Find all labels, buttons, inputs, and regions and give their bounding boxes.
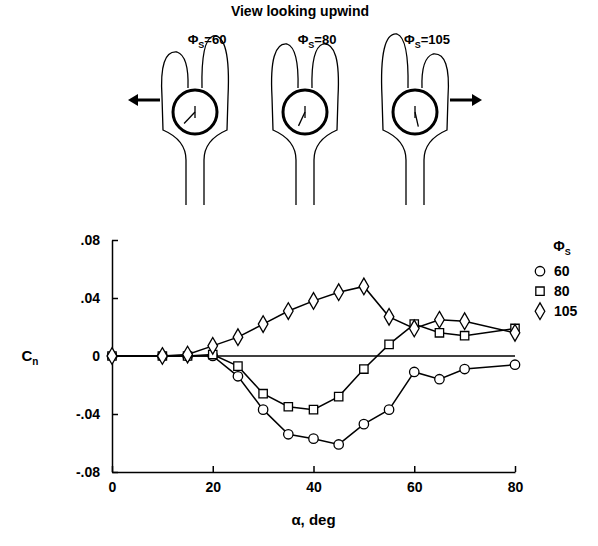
tick-label: 80	[508, 479, 524, 495]
data-point	[183, 346, 193, 363]
data-point	[309, 293, 319, 310]
legend-marker	[535, 303, 545, 320]
legend-label: 60	[554, 263, 570, 279]
cylinder	[173, 90, 217, 134]
tick-mark	[112, 298, 118, 300]
data-point	[460, 313, 470, 330]
vortex-sheet	[312, 44, 339, 205]
cylinder	[283, 90, 327, 134]
tick-mark	[112, 472, 118, 474]
data-point	[435, 374, 444, 383]
reference-ray	[414, 106, 415, 118]
data-point	[384, 309, 394, 326]
tick-label: 60	[407, 479, 423, 495]
vortex-sheet	[382, 34, 409, 205]
tick-mark	[414, 466, 416, 472]
tick: 0	[92, 348, 118, 364]
data-point	[284, 430, 293, 439]
tick: 60	[407, 466, 423, 495]
data-point	[385, 340, 393, 348]
vortex-sheet	[162, 52, 189, 205]
data-point	[359, 419, 368, 428]
data-point	[233, 372, 242, 381]
data-point	[435, 311, 445, 328]
separation-ray	[299, 112, 305, 126]
legend-label: 80	[554, 283, 570, 299]
data-point	[309, 434, 318, 443]
data-point	[309, 405, 317, 413]
data-point	[384, 405, 393, 414]
data-point	[233, 329, 243, 346]
data-point	[359, 278, 369, 295]
vortex-sheet	[272, 44, 299, 205]
tick: .04	[81, 290, 118, 306]
reference-ray	[304, 106, 305, 118]
legend-label: 105	[554, 303, 578, 319]
tick-label: .04	[81, 290, 101, 306]
data-point	[284, 403, 292, 411]
x-axis-title: α, deg	[291, 511, 335, 528]
series-line	[112, 324, 515, 410]
data-point	[410, 367, 419, 376]
tick: -.04	[76, 406, 118, 422]
tick-label: 0	[109, 479, 117, 495]
tick: 20	[205, 466, 221, 495]
tick-mark	[313, 466, 315, 472]
data-point	[435, 329, 443, 337]
cylinder	[393, 90, 437, 134]
y-axis-title: Cn	[22, 347, 39, 367]
data-point	[259, 390, 267, 398]
plot-marks	[107, 278, 520, 449]
tick: -.08	[76, 464, 118, 480]
data-point	[460, 332, 468, 340]
tick-label: 0	[92, 348, 100, 364]
y-axis: -.08 -.04 0 .04 .08	[76, 232, 118, 480]
series-line	[112, 286, 515, 356]
legend-marker	[535, 266, 544, 275]
x-axis: 0 20 40 60 80	[109, 466, 524, 495]
data-point	[258, 316, 268, 333]
tick-mark	[112, 240, 118, 242]
tick-label: -.08	[76, 464, 100, 480]
tick: 40	[306, 466, 322, 495]
data-point	[258, 405, 267, 414]
diagram-label: ΦS=105	[404, 32, 450, 50]
vortex-sheet	[202, 36, 229, 205]
separation-ray	[184, 112, 195, 124]
tick-mark	[112, 414, 118, 416]
legend-title: ΦS	[553, 238, 571, 257]
data-point	[334, 284, 344, 301]
data-point	[158, 348, 168, 365]
data-point	[335, 392, 343, 400]
data-point	[284, 303, 294, 320]
data-point	[409, 320, 419, 337]
tick-label: 20	[205, 479, 221, 495]
figure: View looking upwind ΦS=60ΦS=80ΦS=105 0 20 40…	[0, 0, 598, 546]
tick-label: .08	[81, 232, 101, 248]
tick-label: -.04	[76, 406, 100, 422]
data-point	[460, 364, 469, 373]
tick-mark	[515, 466, 517, 472]
series-line	[112, 356, 515, 444]
data-point	[334, 440, 343, 449]
heading: View looking upwind	[231, 3, 369, 19]
tick-mark	[213, 466, 215, 472]
diagrams: ΦS=60ΦS=80ΦS=105	[128, 32, 482, 205]
tick-label: 40	[306, 479, 322, 495]
tick: 80	[508, 466, 524, 495]
data-point	[208, 338, 218, 355]
data-point	[510, 360, 519, 369]
data-point	[360, 365, 368, 373]
data-point	[510, 324, 520, 341]
legend-marker	[536, 287, 544, 295]
data-point	[234, 362, 242, 370]
force-arrowhead	[472, 94, 482, 106]
vortex-sheet	[422, 54, 449, 205]
legend: ΦS 60 80 105	[535, 238, 577, 319]
reference-ray	[194, 106, 195, 118]
force-arrowhead	[128, 94, 138, 106]
tick: .08	[81, 232, 118, 248]
data-point	[107, 348, 117, 365]
